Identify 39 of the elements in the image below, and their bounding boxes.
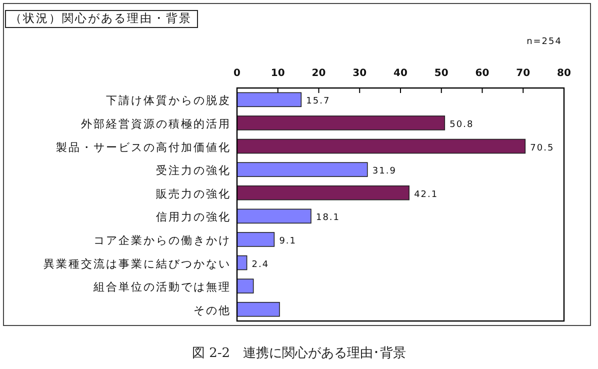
x-tick-label: 10 (270, 68, 285, 79)
bar (236, 208, 312, 224)
x-tick-label: 40 (394, 68, 408, 79)
x-tick-label: 20 (312, 68, 326, 79)
bar (236, 162, 368, 177)
caption: 図 2-2 連携に関心がある理由･背景 (192, 345, 406, 361)
y-tick-label: 信用力の強化 (156, 210, 231, 224)
bar (236, 185, 410, 200)
bar (236, 138, 526, 154)
bar (236, 278, 254, 294)
y-tick-label: 外部経営資源の積極的活用 (81, 117, 231, 130)
data-label: 9.1 (279, 236, 297, 246)
text: n=254 (526, 37, 562, 47)
x-tick-label: 70 (516, 68, 530, 79)
bar (236, 92, 302, 108)
data-label: 50.8 (450, 120, 474, 130)
data-label: 18.1 (316, 213, 340, 224)
data-label: 15.7 (306, 96, 330, 107)
y-tick-label: 製品・サービスの高付加価値化 (56, 140, 231, 154)
y-tick-label: コア企業からの働きかけ (94, 234, 231, 247)
y-tick-label: 販売力の強化 (156, 187, 231, 200)
x-tick-label: 50 (434, 68, 448, 79)
bar (236, 116, 446, 130)
text: （状況）関心がある理由・背景 (10, 11, 192, 25)
data-label: 70.5 (530, 143, 554, 154)
bar (236, 302, 280, 317)
data-label: 31.9 (372, 166, 396, 177)
data-label: 2.4 (252, 260, 270, 270)
x-tick-label: 60 (475, 68, 490, 79)
x-tick-label: 30 (352, 68, 367, 79)
y-tick-label: 組合単位の活動では無理 (92, 280, 231, 294)
y-tick-label: 下請け体質からの脱皮 (106, 94, 231, 108)
y-tick-label: その他 (194, 304, 231, 317)
bar (236, 232, 275, 247)
x-tick-label: 0 (234, 68, 241, 79)
y-tick-label: 受注力の強化 (156, 164, 231, 178)
y-tick-label: 異業種交流は事業に結びつかない (44, 257, 231, 270)
x-tick-label: 80 (557, 68, 571, 79)
data-label: 42.1 (414, 190, 438, 200)
